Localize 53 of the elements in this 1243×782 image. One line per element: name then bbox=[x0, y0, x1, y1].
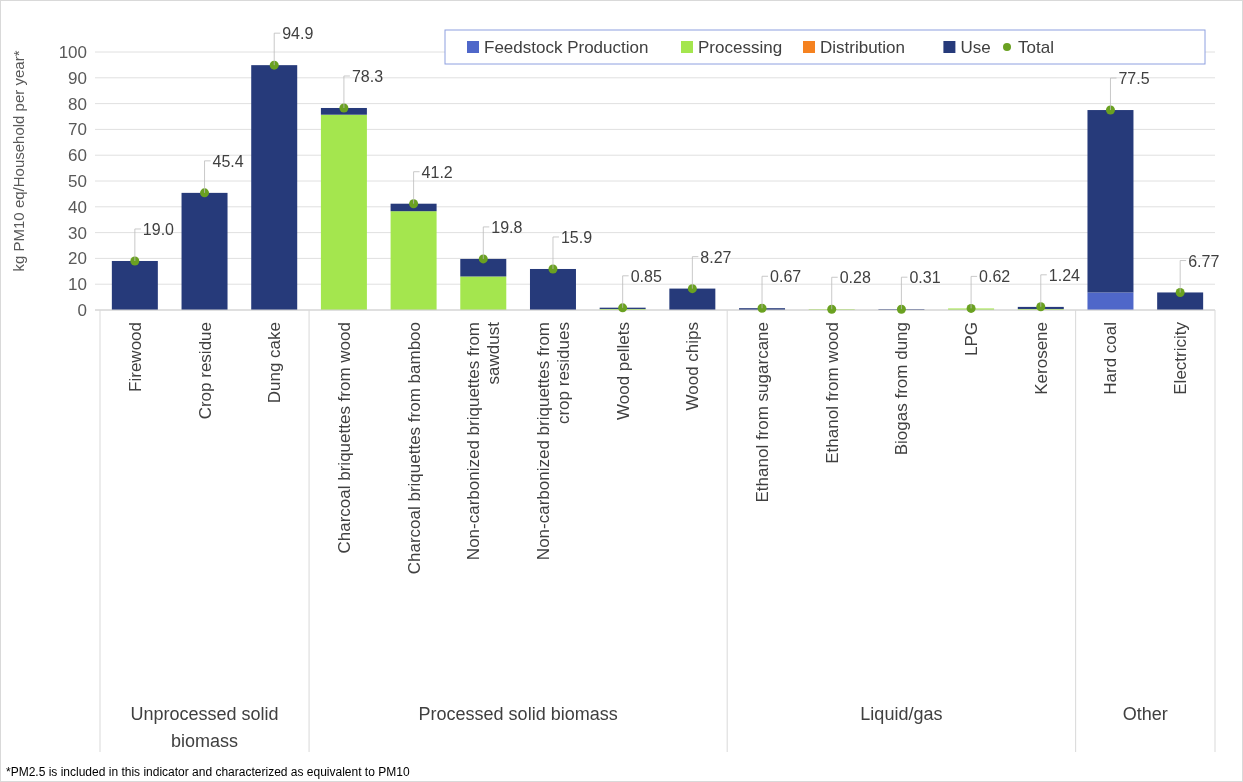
legend-label: Distribution bbox=[820, 38, 906, 57]
text: Liquid/gas bbox=[860, 704, 943, 724]
legend-label: Total bbox=[1018, 38, 1054, 57]
data-label: 6.77 bbox=[1188, 252, 1220, 270]
data-label: 78.3 bbox=[351, 67, 384, 85]
y-tick-label: 30 bbox=[68, 223, 87, 243]
legend-label: Processing bbox=[698, 38, 783, 57]
legend-label: Use bbox=[960, 38, 991, 57]
x-tick-label: Biogas from dung bbox=[892, 322, 912, 456]
text: Processed solid biomass bbox=[418, 704, 618, 724]
x-tick-label: Wood pellets bbox=[613, 322, 633, 420]
x-tick-label: Wood chips bbox=[683, 322, 703, 411]
y-tick-label: 60 bbox=[68, 146, 87, 166]
x-tick-label: Ethanol from sugarcane bbox=[753, 322, 773, 503]
y-tick-label: 10 bbox=[68, 275, 87, 295]
data-label: 0.67 bbox=[770, 268, 802, 286]
x-tick-label: Firewood bbox=[125, 322, 145, 392]
x-tick-label: Charcoal briquettes from bamboo bbox=[404, 322, 424, 575]
y-axis-title: kg PM10 eq/Household per year* bbox=[10, 50, 27, 272]
x-tick-label: LPG bbox=[962, 322, 982, 357]
data-label: 41.2 bbox=[421, 163, 453, 181]
data-label: 0.31 bbox=[909, 269, 941, 287]
x-tick-label: Electricity bbox=[1171, 321, 1191, 395]
x-tick-label: Hard coal bbox=[1101, 322, 1121, 395]
y-tick-label: 40 bbox=[68, 197, 87, 217]
data-label: 0.62 bbox=[979, 268, 1011, 286]
data-label: 45.4 bbox=[212, 152, 244, 170]
text: Unprocessed solid biomass bbox=[130, 704, 279, 751]
text: *PM2.5 is included in this indicator and characterized as equivalent to PM10 bbox=[6, 765, 410, 779]
y-tick-label: 0 bbox=[77, 301, 87, 320]
y-tick-label: 70 bbox=[68, 120, 87, 140]
y-tick-label: 100 bbox=[58, 43, 87, 62]
data-label: 1.24 bbox=[1048, 266, 1081, 284]
y-tick-label: 80 bbox=[68, 94, 87, 114]
y-tick-label: 50 bbox=[68, 172, 87, 191]
text: Other bbox=[1122, 704, 1168, 724]
x-tick-label: Non-carbonized briquettes from sawdust bbox=[464, 321, 504, 561]
data-label: 8.27 bbox=[700, 248, 732, 266]
data-label: 0.85 bbox=[630, 267, 662, 285]
y-tick-label: 90 bbox=[68, 68, 87, 88]
x-tick-label: Ethanol from wood bbox=[822, 322, 842, 464]
y-tick-label: 20 bbox=[68, 249, 87, 269]
data-label: 19.8 bbox=[491, 218, 523, 236]
x-tick-label: Crop residue bbox=[195, 322, 215, 420]
x-tick-label: Kerosene bbox=[1031, 322, 1051, 395]
data-label: 19.0 bbox=[142, 220, 175, 238]
x-tick-label: Charcoal briquettes from wood bbox=[334, 322, 354, 554]
legend-label: Feedstock Production bbox=[484, 38, 649, 57]
data-label: 15.9 bbox=[560, 228, 593, 246]
data-label: 94.9 bbox=[282, 25, 314, 43]
data-label: 0.28 bbox=[839, 269, 871, 287]
x-tick-label: Dung cake bbox=[265, 322, 285, 404]
data-label: 77.5 bbox=[1118, 70, 1150, 88]
